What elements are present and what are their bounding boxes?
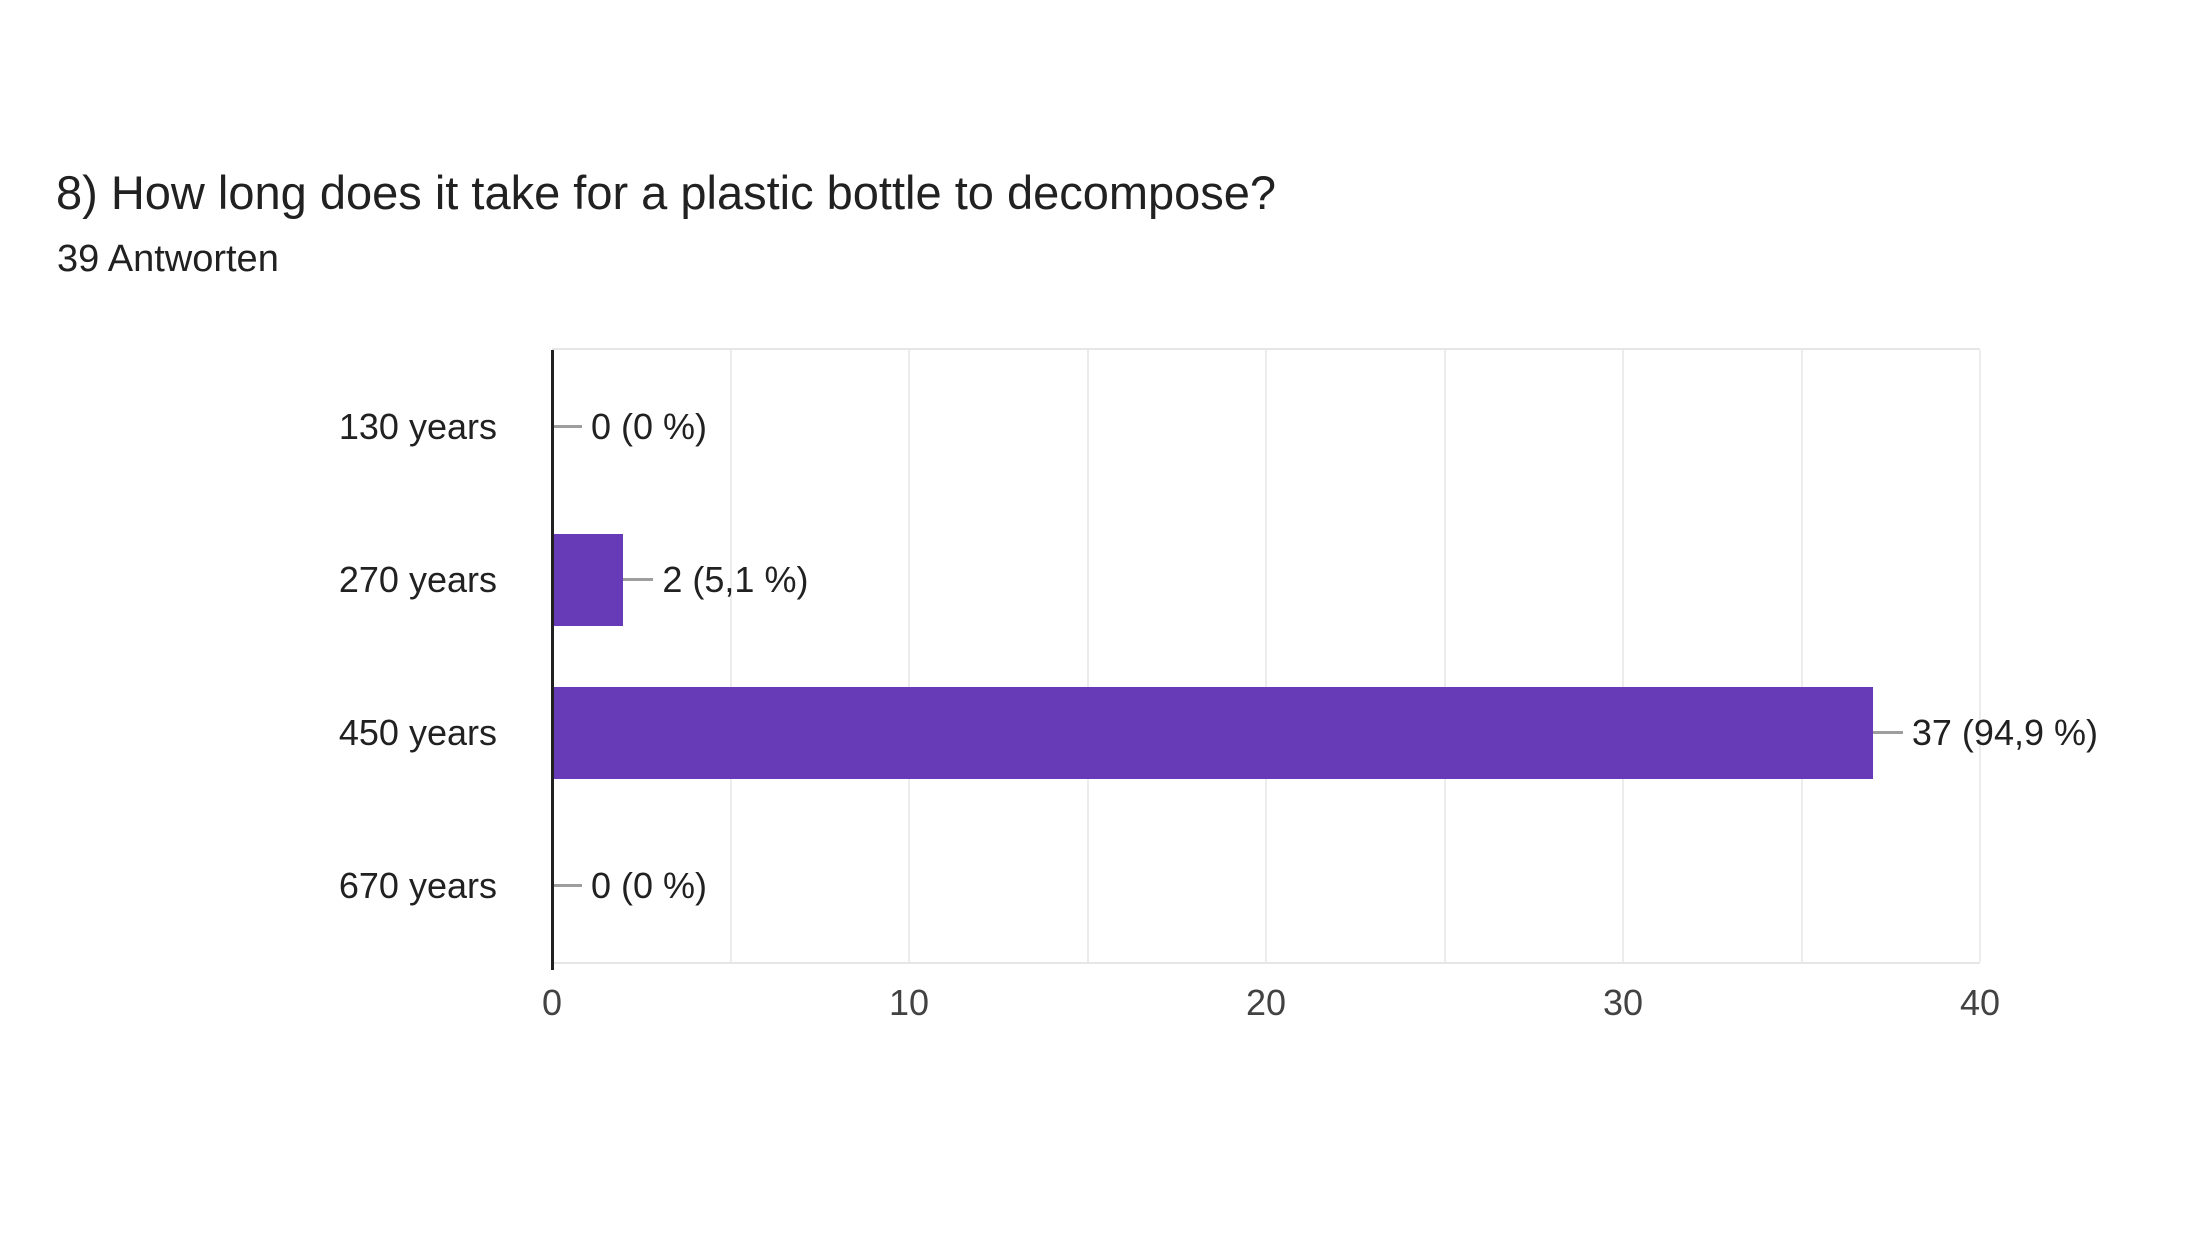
x-tick-label-20: 20 [1245,982,1287,1023]
value-connector-line [1872,731,1903,734]
plot-area: 130 years 0 (0 %) 270 years 2 (5,1 %) 450 ye… [339,348,2098,1023]
x-tick-label-30: 30 [1602,982,1644,1023]
category-label: 450 years [338,711,497,753]
gridline-x-25 [1443,350,1446,962]
gridline-x-5 [729,350,732,962]
value-label: 2 (5,1 %) [662,558,809,600]
gridline-x-15 [1086,350,1089,962]
chart-row: 270 years 2 (5,1 %) [339,503,1980,656]
value-connector-line [552,425,582,428]
x-tick-label-10: 10 [888,982,930,1023]
category-label: 670 years [338,864,497,906]
x-tick-label-40: 40 [1959,982,2001,1023]
gridline-x-35 [1800,350,1803,962]
gridline-x-20 [1265,350,1267,962]
category-label: 270 years [338,558,497,600]
y-axis-line [551,350,554,970]
gridline-x-10 [908,350,910,962]
chart-row: 450 years 37 (94,9 %) [339,656,2098,809]
category-label: 130 years [338,405,497,447]
gridline-x-40 [1979,350,1981,962]
value-label: 0 (0 %) [591,405,708,447]
question-title: 8) How long does it take for a plastic b… [56,166,1277,219]
chart-row: 130 years 0 (0 %) [339,350,1980,503]
value-label: 37 (94,9 %) [1911,711,2098,753]
bar [552,686,1873,779]
value-connector-line [552,884,582,887]
x-tick-label-0: 0 [541,982,563,1023]
value-connector-line [623,578,654,581]
chart-row: 670 years 0 (0 %) [339,809,1980,962]
bar [552,533,624,626]
gridline-x-30 [1622,350,1624,962]
response-count: 39 Antworten [57,238,279,280]
value-label: 0 (0 %) [591,864,708,906]
